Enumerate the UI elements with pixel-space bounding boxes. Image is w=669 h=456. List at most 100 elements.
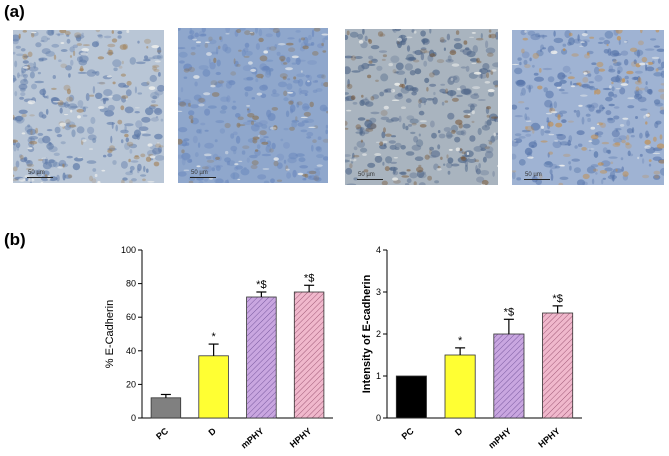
stain-spot [188, 115, 194, 120]
lumen-space [287, 91, 294, 94]
cell-nucleus [19, 154, 23, 158]
cell-nucleus [280, 59, 286, 66]
cell-nucleus [211, 167, 215, 172]
cell-nucleus [204, 129, 209, 132]
cell-nucleus [120, 139, 124, 144]
stain-spot [367, 38, 371, 42]
cell-nucleus [322, 37, 326, 43]
cell-nucleus [66, 155, 73, 159]
cell-nucleus [389, 144, 397, 150]
cell-nucleus [613, 106, 620, 109]
cell-nucleus [518, 159, 526, 166]
stain-spot [288, 47, 296, 52]
cell-nucleus [28, 135, 39, 140]
cell-nucleus [356, 140, 366, 148]
cell-nucleus [512, 171, 516, 180]
chart-2: 0 1 2 3 4 Intensity of E-cadherin PC * D *$ mPHY *$… [361, 245, 582, 451]
x-tick-label: PC [400, 426, 416, 442]
cell-nucleus [542, 34, 545, 40]
cell-nucleus [135, 120, 143, 129]
stain-spot [300, 37, 305, 41]
cell-nucleus [266, 140, 272, 147]
cell-nucleus [324, 36, 328, 40]
cell-nucleus [233, 166, 239, 171]
cell-nucleus [405, 151, 415, 156]
cell-nucleus [216, 59, 221, 67]
stain-spot [82, 44, 90, 47]
stain-spot [95, 30, 101, 33]
cell-nucleus [523, 59, 528, 65]
cell-nucleus [644, 48, 655, 51]
cell-nucleus [317, 43, 324, 49]
stain-spot [217, 80, 225, 84]
cell-nucleus [246, 157, 250, 163]
cell-nucleus [646, 89, 652, 94]
stain-spot [615, 168, 618, 172]
lumen-space [257, 135, 261, 137]
stain-spot [128, 158, 131, 163]
cell-nucleus [345, 167, 353, 175]
cell-nucleus [301, 120, 309, 124]
cell-nucleus [585, 104, 592, 108]
cell-nucleus [122, 177, 128, 181]
cell-nucleus [233, 149, 237, 155]
cell-nucleus [107, 104, 115, 112]
cell-nucleus [202, 69, 211, 77]
lumen-space [94, 173, 98, 178]
cell-nucleus [514, 67, 523, 75]
cell-nucleus [462, 88, 472, 95]
significance-marker: *$ [304, 272, 314, 284]
cell-nucleus [398, 115, 402, 123]
cell-nucleus [134, 111, 140, 114]
cell-nucleus [418, 110, 425, 116]
cell-nucleus [137, 163, 142, 172]
cell-nucleus [586, 166, 597, 174]
cell-nucleus [361, 62, 370, 70]
stain-spot [251, 160, 259, 166]
cell-nucleus [562, 65, 571, 73]
stain-spot [486, 72, 490, 79]
cell-nucleus [514, 133, 522, 137]
cell-nucleus [51, 43, 60, 48]
stain-spot [119, 44, 127, 50]
stain-spot [74, 32, 82, 38]
cell-nucleus [59, 102, 66, 105]
stain-spot [345, 127, 349, 130]
cell-nucleus [476, 176, 485, 183]
cell-nucleus [591, 138, 600, 146]
cell-nucleus [360, 147, 368, 153]
cell-nucleus [414, 49, 423, 56]
cell-nucleus [552, 140, 562, 149]
cell-nucleus [56, 174, 60, 182]
stain-spot [190, 119, 194, 124]
stain-spot [463, 40, 468, 45]
cell-nucleus [145, 107, 154, 116]
cell-nucleus [263, 65, 270, 70]
cell-nucleus [53, 152, 60, 156]
stain-spot [156, 50, 162, 53]
scale-bar: 50 µm [524, 172, 554, 180]
stain-spot [600, 122, 606, 128]
lumen-space [203, 92, 211, 96]
lumen-space [192, 38, 197, 41]
lumen-space [88, 148, 94, 150]
cell-nucleus [463, 109, 472, 114]
cell-nucleus [352, 101, 358, 105]
cell-nucleus [480, 33, 483, 39]
cell-nucleus [224, 179, 229, 183]
stain-spot [367, 74, 372, 79]
cell-nucleus [495, 31, 498, 40]
cell-nucleus [129, 165, 135, 171]
lumen-space [513, 139, 517, 142]
cell-nucleus [308, 34, 312, 41]
stain-spot [363, 169, 369, 173]
cell-nucleus [37, 137, 45, 144]
cell-nucleus [404, 183, 410, 185]
cell-nucleus [486, 119, 492, 126]
lumen-space [125, 98, 128, 100]
cell-nucleus [292, 79, 301, 84]
cell-nucleus [581, 116, 585, 125]
cell-nucleus [54, 126, 61, 134]
cell-nucleus [226, 95, 231, 103]
cell-nucleus [230, 172, 240, 180]
